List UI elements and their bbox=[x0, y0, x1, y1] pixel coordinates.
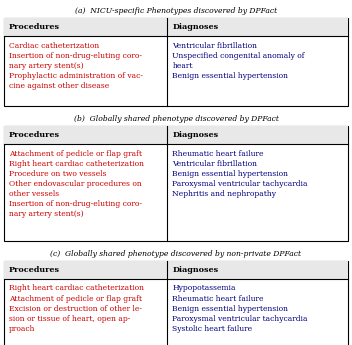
Text: (c)  Globally shared phenotype discovered by non-private DPFact: (c) Globally shared phenotype discovered… bbox=[50, 250, 302, 258]
Text: Hypopotassemia
Rheumatic heart failure
Benign essential hypertension
Paroxysmal : Hypopotassemia Rheumatic heart failure B… bbox=[172, 285, 308, 333]
Text: Diagnoses: Diagnoses bbox=[172, 131, 219, 139]
Bar bbox=[4, 18, 348, 106]
Text: Diagnoses: Diagnoses bbox=[172, 266, 219, 274]
Text: Cardiac catheterization
Insertion of non-drug-eluting coro-
nary artery stent(s): Cardiac catheterization Insertion of non… bbox=[9, 41, 143, 90]
Bar bbox=[4, 126, 348, 241]
Bar bbox=[4, 261, 168, 278]
Text: (a)  NICU-specific Phenotypes discovered by DPFact: (a) NICU-specific Phenotypes discovered … bbox=[75, 7, 277, 15]
Text: Procedures: Procedures bbox=[9, 131, 60, 139]
Bar bbox=[4, 18, 168, 36]
Text: Attachment of pedicle or flap graft
Right heart cardiac catheterization
Procedur: Attachment of pedicle or flap graft Righ… bbox=[9, 149, 144, 218]
Bar bbox=[168, 18, 348, 36]
Bar bbox=[168, 126, 348, 144]
Bar bbox=[4, 126, 168, 144]
Bar bbox=[4, 261, 348, 345]
Text: Procedures: Procedures bbox=[9, 23, 60, 31]
Text: Rheumatic heart failure
Ventricular fibrillation
Benign essential hypertension
P: Rheumatic heart failure Ventricular fibr… bbox=[172, 149, 308, 198]
Bar bbox=[168, 261, 348, 278]
Text: Right heart cardiac catheterization
Attachment of pedicle or flap graft
Excision: Right heart cardiac catheterization Atta… bbox=[9, 285, 144, 333]
Text: Diagnoses: Diagnoses bbox=[172, 23, 219, 31]
Text: Procedures: Procedures bbox=[9, 266, 60, 274]
Text: Ventricular fibrillation
Unspecified congenital anomaly of
heart
Benign essentia: Ventricular fibrillation Unspecified con… bbox=[172, 41, 305, 80]
Text: (b)  Globally shared phenotype discovered by DPFact: (b) Globally shared phenotype discovered… bbox=[74, 115, 278, 123]
